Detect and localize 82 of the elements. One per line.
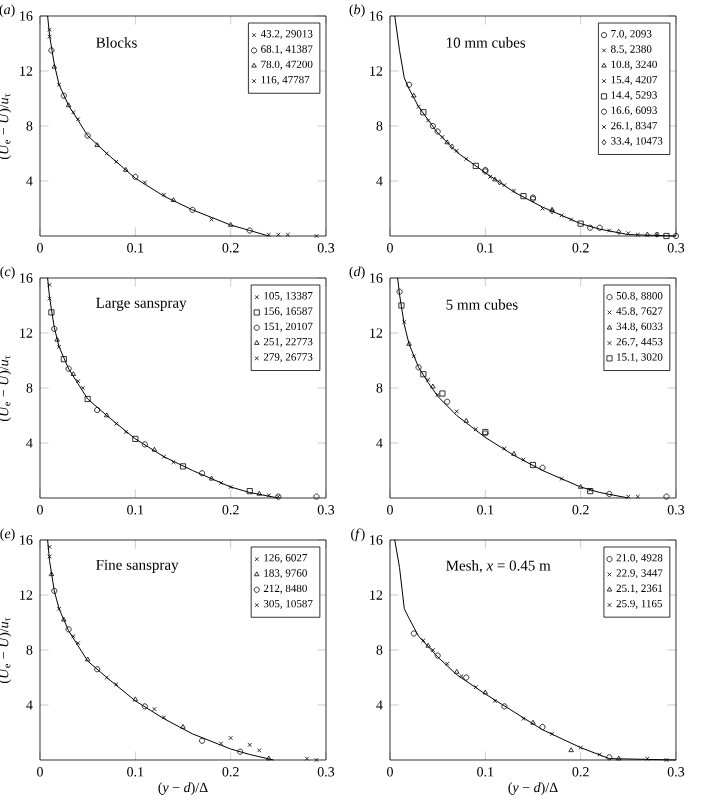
point <box>266 755 272 761</box>
point <box>430 647 436 653</box>
point <box>84 396 91 402</box>
point <box>54 336 60 342</box>
point <box>587 224 594 231</box>
point <box>492 176 498 182</box>
point <box>48 309 55 316</box>
point <box>568 747 574 753</box>
point <box>520 193 527 200</box>
point <box>246 488 253 495</box>
point <box>425 642 431 648</box>
point <box>529 462 536 468</box>
point <box>411 92 417 98</box>
point <box>439 390 446 397</box>
point <box>444 139 450 145</box>
point <box>65 365 72 372</box>
point <box>94 407 101 413</box>
point <box>246 227 253 234</box>
point <box>141 703 148 710</box>
point <box>616 228 622 235</box>
point <box>51 587 58 594</box>
point <box>256 490 262 496</box>
point <box>577 220 584 227</box>
point <box>449 143 455 150</box>
point <box>606 754 613 761</box>
point <box>60 92 67 99</box>
point <box>180 463 186 470</box>
point <box>454 668 460 674</box>
point <box>644 231 651 237</box>
point <box>132 696 138 702</box>
point <box>444 398 451 405</box>
point <box>415 364 422 371</box>
point <box>237 748 244 755</box>
point <box>48 47 55 54</box>
point <box>434 652 441 659</box>
point <box>104 412 110 418</box>
point <box>51 63 57 69</box>
point <box>596 224 603 231</box>
point <box>663 493 670 500</box>
point <box>539 723 546 730</box>
point <box>663 233 670 239</box>
point <box>406 81 413 88</box>
point <box>151 446 158 452</box>
point <box>180 723 186 729</box>
point <box>65 626 72 633</box>
point <box>606 490 613 497</box>
point <box>587 488 594 495</box>
point <box>141 441 148 448</box>
point <box>189 206 196 213</box>
point <box>61 616 67 622</box>
point <box>616 755 622 761</box>
point <box>398 302 405 309</box>
point <box>434 128 441 135</box>
point <box>530 719 536 725</box>
point <box>473 684 479 690</box>
point <box>85 656 91 662</box>
point <box>132 173 139 180</box>
point <box>410 630 417 637</box>
point <box>420 109 427 116</box>
point <box>208 475 215 481</box>
point <box>80 385 86 391</box>
point <box>313 493 320 500</box>
point <box>132 435 139 442</box>
point <box>199 737 206 744</box>
point <box>463 674 470 681</box>
point <box>123 429 129 435</box>
point <box>48 571 55 577</box>
point <box>84 132 91 139</box>
point <box>472 162 479 169</box>
point <box>396 288 403 295</box>
point <box>511 450 517 456</box>
line-series <box>394 539 677 761</box>
point <box>501 703 508 710</box>
point <box>60 356 67 363</box>
point <box>199 470 206 477</box>
point <box>51 325 58 332</box>
point <box>482 689 488 695</box>
point <box>539 464 546 471</box>
point <box>429 123 436 129</box>
point <box>94 666 101 673</box>
point <box>430 383 436 389</box>
point <box>65 102 72 108</box>
